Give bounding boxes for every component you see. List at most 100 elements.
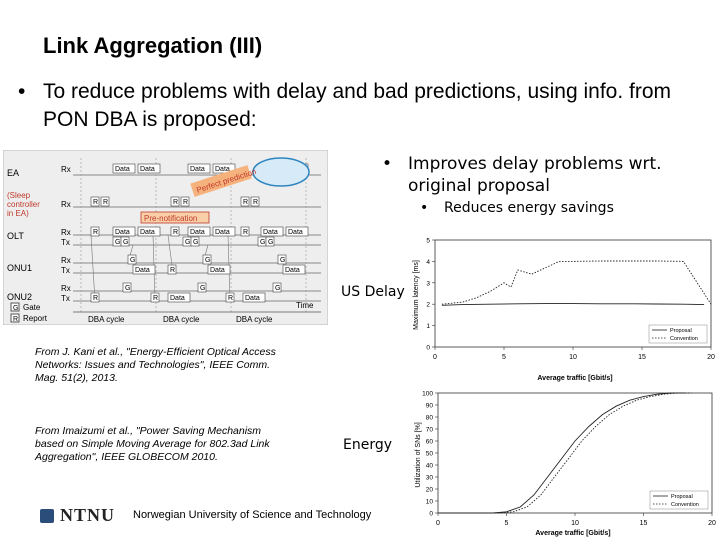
olt-gate-box [190,236,200,247]
ea-data-box [112,163,136,174]
x-axis-label: Average traffic [Gbit/s] [537,375,612,382]
x-tick-label: 10 [569,354,577,361]
logo-text: NTNU [60,505,116,525]
diagram-marks: DataDataDataDataDataDataRRRRRRRDataDataR… [90,163,309,303]
ea-data-label: Data [190,166,205,173]
y-tick-label: 5 [426,238,430,245]
onu2-data-box [242,292,266,303]
legend-report-label: Report [23,314,48,323]
dba-cycle-label-3: DBA cycle [236,315,273,324]
legend-report-box [10,313,20,323]
y-tick-label: 3 [426,280,430,287]
signal-tx-onu1: Tx [61,266,70,275]
y-axis-label: Utilization of SNs [%] [415,422,422,487]
legend-label: Convention [671,502,699,508]
ea-report-label: R [183,199,188,206]
ea-report-label: R [243,199,248,206]
olt-gate-label: G [185,239,190,246]
legend-box [649,490,709,510]
utilization-chart: Utilization of SNs [%] Average traffic [… [415,391,716,538]
olt-data-label: Data [140,229,155,236]
olt-gate-box [120,236,130,247]
x-axis-label: Average traffic [Gbit/s] [535,530,610,537]
olt-data-box [212,226,236,237]
olt-gate-label: G [193,239,198,246]
prediction-ellipse [252,157,310,187]
ea-data-box [187,163,211,174]
onu1-data-box [132,264,156,275]
y-tick-label: 0 [429,511,433,518]
olt-gate-label: G [260,239,265,246]
y-axis-label: Maximum latency [ms] [413,260,420,330]
onu1-gate-box [277,254,287,265]
signal-tx-onu2: Tx [61,294,70,303]
x-tick-label: 20 [707,354,715,361]
onu2-gate-label: G [125,285,130,292]
onu1-report-box [167,264,177,275]
ea-data-label: Data [115,166,130,173]
olt-gate-label: G [268,239,273,246]
sub-bullet-delay-text: Improves delay problems wrt. original pr… [408,154,662,196]
onu2-report-label: R [228,295,233,302]
onu2-report-box [150,292,160,303]
signal-arrow [90,234,96,302]
ea-data-box [137,163,161,174]
ea-note-line3: in EA) [7,209,29,218]
bullet-glyph: • [382,154,393,174]
onu2-report-box [225,292,235,303]
ea-report-box [90,196,100,207]
ea-report-label: R [103,199,108,206]
row-label-ea: EA [7,168,19,178]
legend-gate-symbol: G [13,305,18,312]
y-tick-label: 70 [426,427,434,434]
onu1-gate-box [127,254,137,265]
onu2-report-box [90,292,100,303]
y-tick-label: 90 [426,403,434,410]
onu2-gate-box [122,282,132,293]
ea-report-label: R [93,199,98,206]
row-label-olt: OLT [7,231,24,241]
dba-cycle-label-1: DBA cycle [88,315,125,324]
olt-gate-label: G [115,239,120,246]
ea-report-label: R [173,199,178,206]
y-tick-label: 10 [426,499,434,506]
onu1-data-label: Data [285,267,300,274]
onu2-report-label: R [93,295,98,302]
onu1-data-label: Data [135,267,150,274]
prediction-callout [190,165,252,197]
olt-data-box [137,226,161,237]
onu1-gate-label: G [205,257,210,264]
x-tick-label: 5 [502,354,506,361]
x-tick-label: 0 [436,520,440,527]
onu2-data-box [167,292,191,303]
ea-note-line1: (Sleep [7,191,31,200]
ea-report-box [240,196,250,207]
signal-rx-ea2: Rx [61,200,71,209]
y-tick-label: 20 [426,487,434,494]
onu1-data-box [207,264,231,275]
olt-gate-label: G [123,239,128,246]
olt-data-box [187,226,211,237]
x-tick-label: 15 [640,520,648,527]
olt-report-box [90,226,100,237]
onu1-data-label: Data [210,267,225,274]
onu1-gate-label: G [130,257,135,264]
ea-report-box [180,196,190,207]
legend-box [648,324,708,344]
onu2-gate-box [272,282,282,293]
row-label-onu1: ONU1 [7,263,32,273]
slide-title: Link Aggregation (III) [43,33,263,58]
onu1-report-label: R [170,267,175,274]
sub-bullet-energy-text: Reduces energy savings [444,200,614,216]
legend-label: Convention [670,336,698,342]
olt-report-box [240,226,250,237]
onu1-data-box [282,264,306,275]
ea-report-box [170,196,180,207]
y-tick-label: 2 [426,302,430,309]
legend-gate-box [10,302,20,312]
legend-label: Proposal [671,494,693,500]
y-tick-label: 80 [426,415,434,422]
timing-diagram: DataDataDataDataDataDataRRRRRRRDataDataR… [3,150,328,325]
onu1-gate-box [202,254,212,265]
signal-rx-ea: Rx [61,165,71,174]
